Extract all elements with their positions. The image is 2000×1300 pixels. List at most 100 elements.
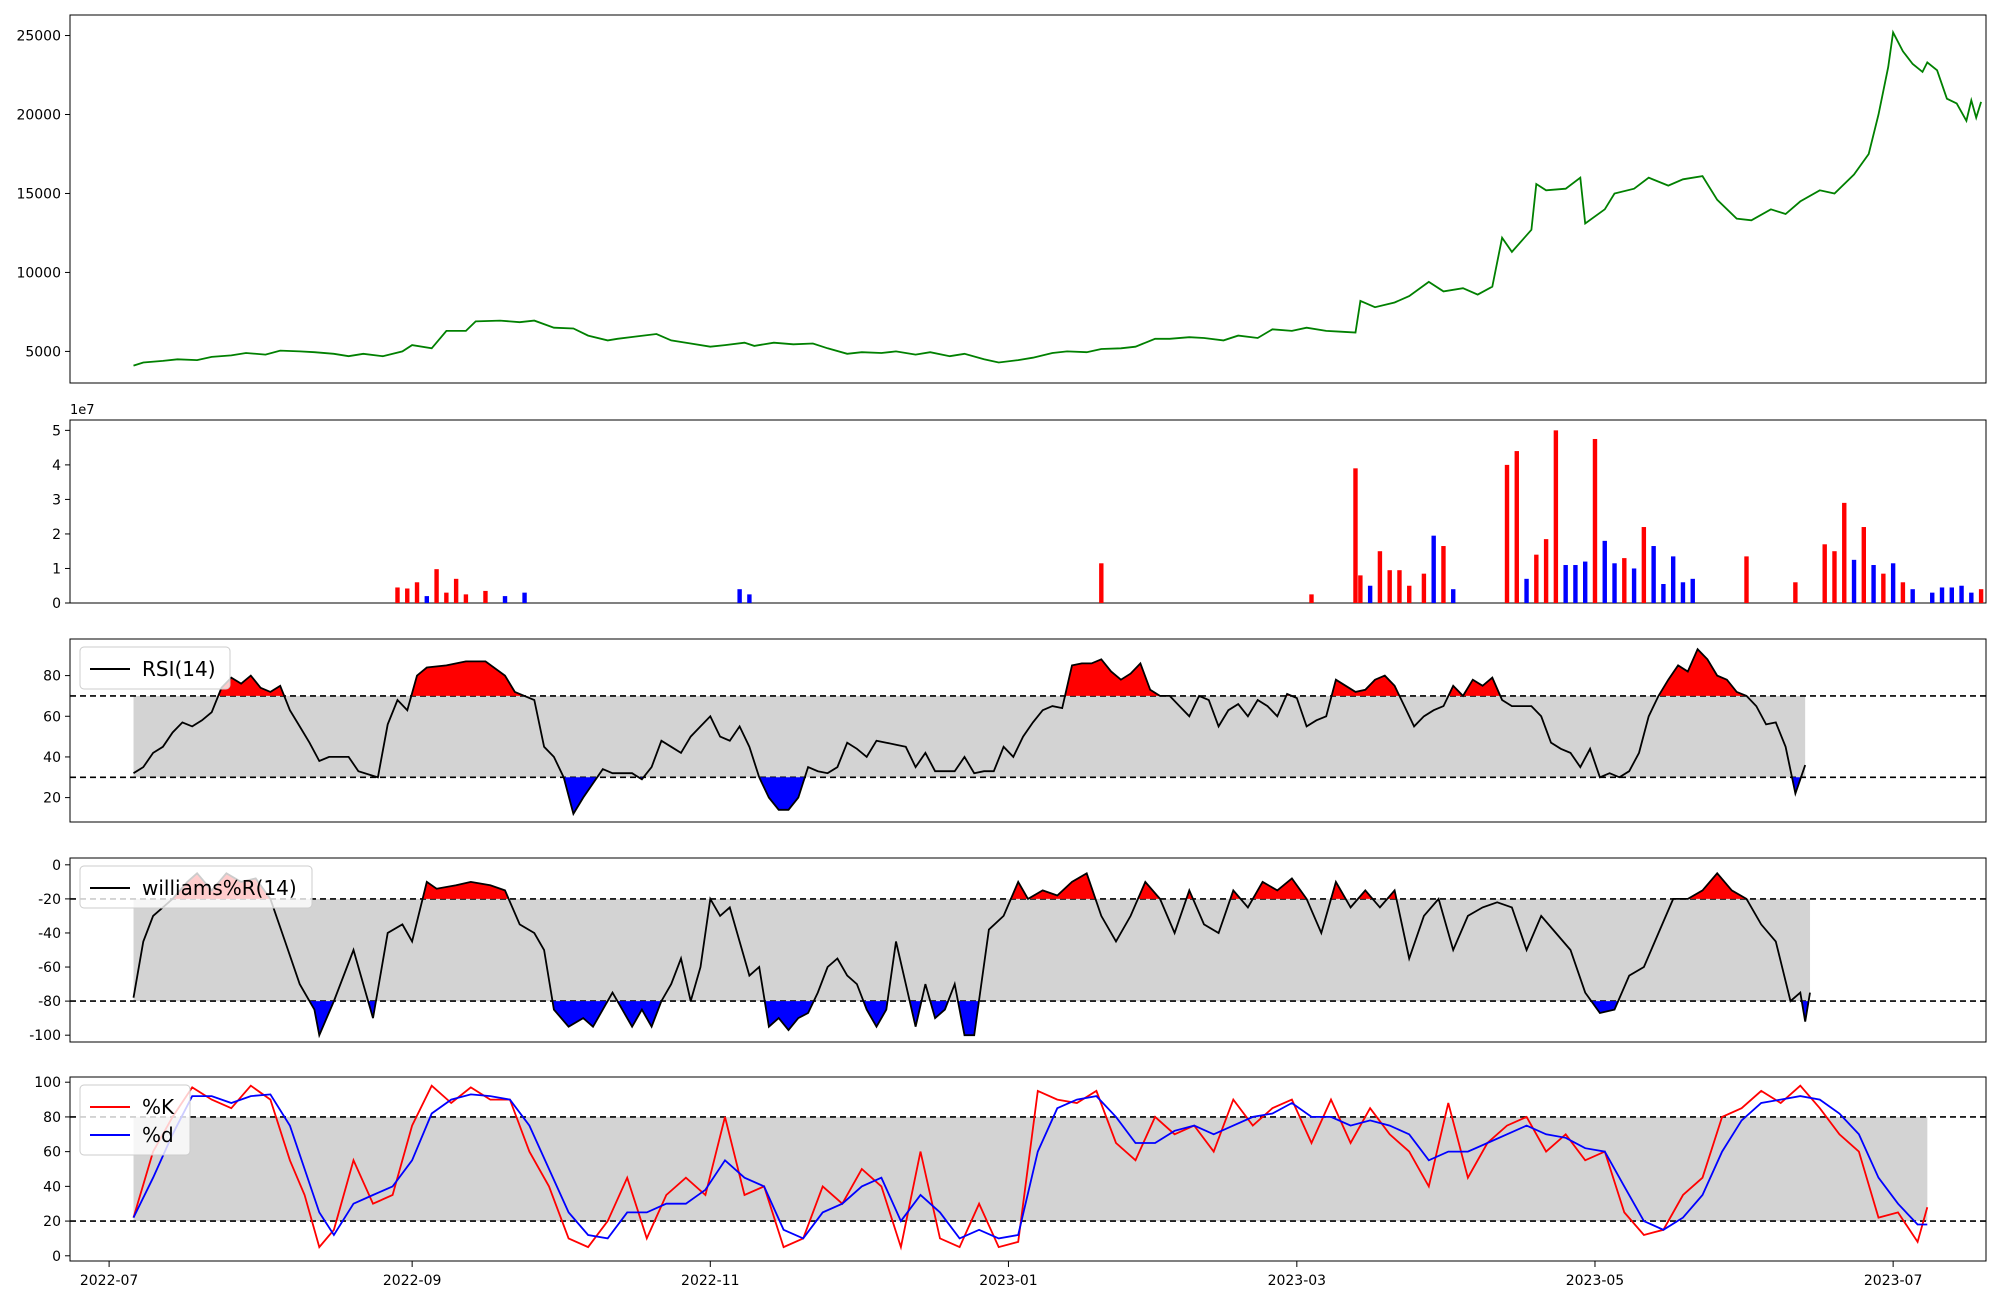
volume-bar xyxy=(1583,561,1588,603)
volume-bar xyxy=(1358,575,1363,603)
volume-bar xyxy=(1910,589,1915,603)
volume-bar xyxy=(1431,535,1436,603)
y-tick-label: -100 xyxy=(29,1028,61,1044)
legend-label: williams%R(14) xyxy=(142,876,297,900)
volume-bar xyxy=(1353,468,1358,603)
volume-bar xyxy=(1851,559,1857,603)
rsi-line xyxy=(133,647,1807,817)
volume-bar xyxy=(1367,585,1373,603)
x-tick-label: 2023-05 xyxy=(1566,1273,1625,1289)
volume-bar xyxy=(1969,592,1974,603)
volume-bar xyxy=(1407,585,1412,603)
volume-bar xyxy=(1309,594,1314,603)
y-tick-label: 2 xyxy=(52,527,61,543)
oversold-fill xyxy=(552,1001,608,1027)
volume-bar xyxy=(1744,556,1749,603)
y-tick-label: 0 xyxy=(52,1249,61,1265)
y-tick-label: 20000 xyxy=(16,108,61,124)
y-tick-label: 15000 xyxy=(16,186,61,202)
volume-bar xyxy=(1939,587,1945,603)
volume-bar xyxy=(1421,573,1427,603)
volume-bar xyxy=(1524,578,1529,603)
volume-bar xyxy=(424,596,430,603)
volume-bar xyxy=(1612,563,1617,603)
volume-bar xyxy=(1651,546,1656,603)
volume-bar xyxy=(1602,540,1607,603)
volume-bar xyxy=(1871,565,1876,603)
stochastic-panel-frame xyxy=(69,1076,1987,1262)
volume-panel-frame xyxy=(69,419,1987,604)
stochastic-panel: 0 20 40 60 80 100 %K %d xyxy=(34,1075,1987,1265)
overbought-fill xyxy=(1028,873,1096,899)
volume-bar xyxy=(1890,563,1896,603)
volume-bar xyxy=(1822,544,1827,603)
oversold-fill xyxy=(764,1001,814,1031)
y-tick-label: 0 xyxy=(52,596,61,612)
volume-bar xyxy=(1387,570,1392,603)
volume-bar xyxy=(1573,565,1578,603)
k-line xyxy=(132,1084,1929,1251)
legend-label: RSI(14) xyxy=(142,657,216,681)
volume-bar xyxy=(1793,582,1798,603)
x-tick-label: 2022-11 xyxy=(681,1273,740,1289)
y-tick-label: 80 xyxy=(43,669,61,685)
volume-bar xyxy=(1592,438,1598,603)
x-tick-label: 2023-01 xyxy=(979,1273,1038,1289)
neutral-band xyxy=(133,1116,1928,1222)
volume-bar xyxy=(1631,568,1637,603)
legend-box xyxy=(79,646,231,690)
volume-bar xyxy=(434,569,439,603)
shared-x-axis: 2022-07 2022-09 2022-11 2023-01 2023-03 2023-… xyxy=(80,1261,1923,1289)
volume-bar xyxy=(1670,556,1676,603)
price-line xyxy=(133,29,1982,367)
y-tick-label: 10000 xyxy=(16,265,61,281)
y-tick-label: -40 xyxy=(38,926,61,942)
oversold-fill xyxy=(863,1001,888,1027)
volume-bar xyxy=(1641,527,1647,603)
volume-bar xyxy=(1978,589,1984,603)
price-panel: 5000 10000 15000 20000 25000 xyxy=(16,14,1987,384)
volume-bar xyxy=(1543,539,1549,603)
x-tick-label: 2022-07 xyxy=(80,1273,139,1289)
legend-label: %K xyxy=(142,1095,175,1119)
volume-bar xyxy=(1534,554,1539,603)
y-tick-label: -80 xyxy=(38,994,61,1010)
volume-bar xyxy=(1377,551,1383,603)
overbought-fill xyxy=(422,881,509,899)
price-panel-frame xyxy=(69,14,1987,384)
overbought-fill xyxy=(1010,881,1028,899)
volume-bar xyxy=(1441,546,1446,603)
williams-panel-frame xyxy=(69,857,1987,1043)
y-tick-label: 4 xyxy=(52,458,61,474)
y-tick-label: 100 xyxy=(34,1075,61,1091)
y-tick-label: 5 xyxy=(52,423,61,439)
volume-bar xyxy=(1514,451,1519,603)
volume-bar xyxy=(395,587,400,603)
volume-bar xyxy=(453,578,459,603)
y-tick-label: 20 xyxy=(43,791,61,807)
y-tick-label: 0 xyxy=(52,858,61,874)
oversold-fill xyxy=(309,1001,334,1036)
y-tick-label: 60 xyxy=(43,1145,61,1161)
x-tick-label: 2022-09 xyxy=(383,1273,442,1289)
volume-bar xyxy=(414,582,420,603)
volume-bar xyxy=(522,592,527,603)
overbought-fill xyxy=(1331,675,1400,696)
overbought-fill xyxy=(1357,890,1373,899)
rsi-panel: 20 40 60 80 RSI(14) xyxy=(43,638,1987,823)
overbought-fill xyxy=(1687,873,1747,899)
overbought-fill xyxy=(1658,649,1747,696)
y-tick-label: -60 xyxy=(38,960,61,976)
volume-bar xyxy=(737,589,742,603)
x-tick-label: 2023-07 xyxy=(1864,1273,1923,1289)
chart-panels: 5000100001500020000250000123451e72040608… xyxy=(16,14,1987,1265)
volume-bar xyxy=(1949,587,1954,603)
y-tick-label: 80 xyxy=(43,1110,61,1126)
volume-offset-label: 1e7 xyxy=(70,403,95,418)
volume-bar xyxy=(747,594,752,603)
legend-box xyxy=(79,865,313,909)
volume-bar xyxy=(1099,563,1104,603)
williams-panel: -100 -80 -60 -40 -20 0 williams%R(14) xyxy=(29,857,1987,1044)
volume-bar xyxy=(1900,582,1906,603)
